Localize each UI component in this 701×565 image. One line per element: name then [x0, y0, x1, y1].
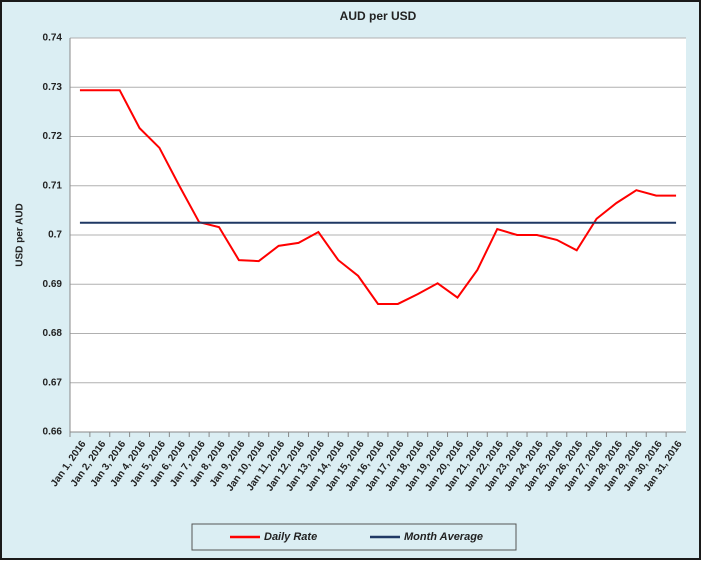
y-axis-label: USD per AUD: [15, 203, 26, 267]
y-tick-label: 0.66: [43, 427, 63, 438]
y-tick-label: 0.68: [43, 328, 63, 339]
legend-label: Daily Rate: [264, 531, 317, 543]
y-tick-label: 0.74: [43, 33, 63, 44]
series-line: [79, 89, 677, 305]
y-tick-label: 0.7: [48, 230, 62, 241]
legend-box: [191, 523, 517, 551]
y-tick-label: 0.73: [43, 82, 63, 93]
y-tick-label: 0.69: [43, 279, 63, 290]
y-tick-label: 0.72: [43, 131, 63, 142]
y-tick-label: 0.71: [43, 180, 63, 191]
chart-title: AUD per USD: [340, 9, 417, 23]
legend-label: Month Average: [404, 531, 483, 543]
y-tick-label: 0.67: [43, 377, 63, 388]
